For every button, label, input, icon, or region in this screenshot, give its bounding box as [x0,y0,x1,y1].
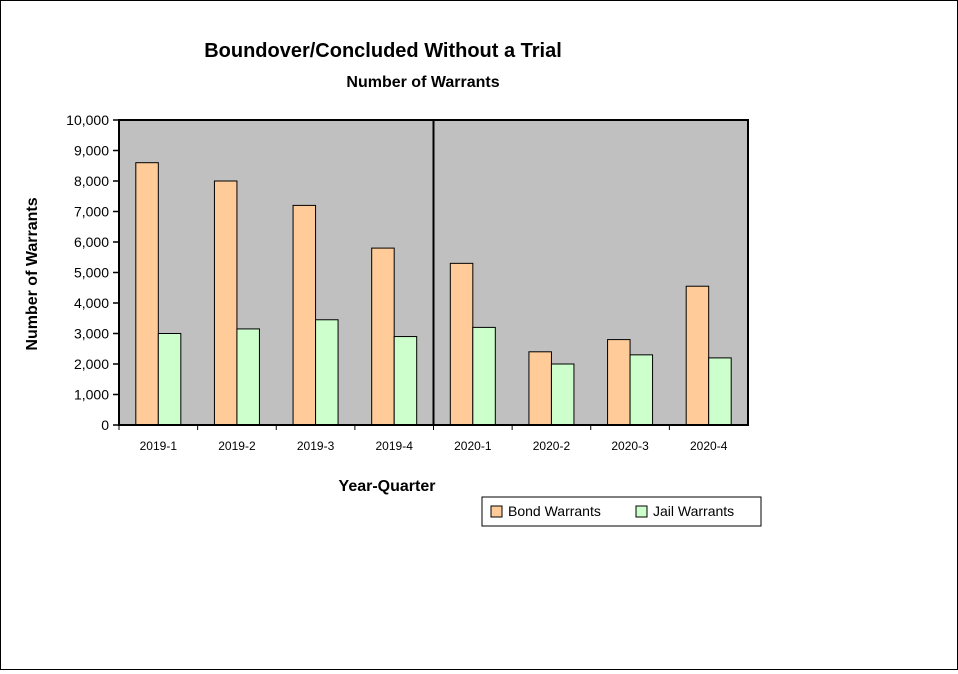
legend-label-jail: Jail Warrants [653,503,734,519]
x-tick-label: 2019-3 [297,439,335,453]
y-tick-label: 4,000 [74,295,109,311]
jail-warrants-bar [629,354,654,426]
x-tick-label: 2020-4 [690,439,728,453]
y-tick-label: 9,000 [74,143,109,159]
y-tick-label: 3,000 [74,326,109,342]
x-tick-label: 2019-1 [140,439,178,453]
bond-warrants-bar [213,180,238,426]
y-tick-label: 10,000 [66,112,109,128]
jail-warrants-bar [236,328,260,426]
bond-warrants-bar [371,247,395,426]
jail-warrants-bar [472,326,496,426]
y-tick-label: 7,000 [74,204,109,220]
y-tick-label: 8,000 [74,173,109,189]
x-tick-label: 2019-2 [218,439,256,453]
x-tick-label: 2020-1 [454,439,492,453]
legend-swatch-jail [635,505,648,518]
x-tick-label: 2019-4 [376,439,414,453]
jail-warrants-bar [393,336,418,426]
jail-warrants-bar [550,363,575,426]
jail-warrants-bar [708,357,732,426]
y-tick-label: 5,000 [74,265,109,281]
jail-warrants-bar [157,333,182,426]
y-tick-label: 0 [101,417,109,433]
legend-box [481,496,762,527]
chart-subtitle: Number of Warrants [346,74,499,91]
legend: Bond Warrants Jail Warrants [481,496,762,527]
bond-warrants-bar [135,162,159,426]
y-tick-label: 2,000 [74,356,109,372]
y-tick-label: 6,000 [74,234,109,250]
x-axis-title: Year-Quarter [339,478,436,495]
y-tick-label: 1,000 [74,387,109,403]
bond-warrants-bar [607,339,631,426]
bond-warrants-bar [528,351,552,426]
chart-title: Boundover/Concluded Without a Trial [204,40,562,62]
x-tick-label: 2020-3 [611,439,649,453]
legend-label-bond: Bond Warrants [508,503,601,519]
y-axis-title: Number of Warrants [24,197,41,350]
jail-warrants-bar [315,319,339,426]
bond-warrants-bar [685,285,710,426]
x-tick-label: 2020-2 [533,439,571,453]
bond-warrants-bar [292,204,317,426]
plot-area: 0 1,000 2,000 3,000 4,000 5,000 6,000 7,000 8,00… [66,112,749,453]
bond-warrants-bar [449,262,474,426]
legend-swatch-bond [490,505,503,518]
